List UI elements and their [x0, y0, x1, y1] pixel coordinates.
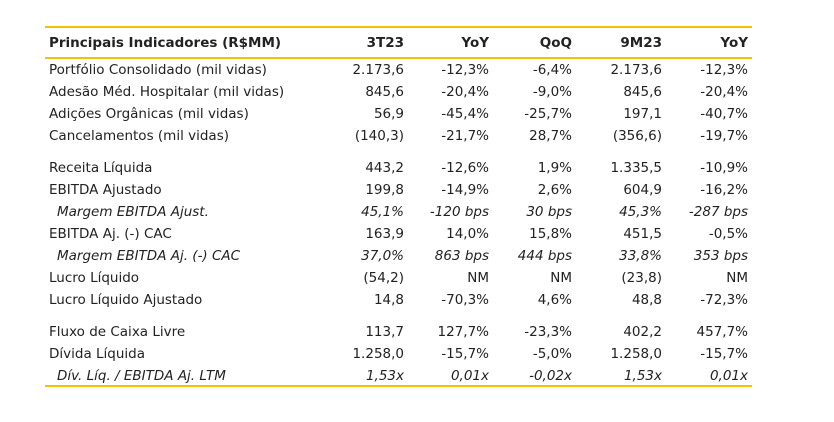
value-cell: 444 bps [517, 248, 572, 264]
value-cell: 197,1 [623, 106, 662, 122]
value-cell: 2.173,6 [610, 62, 662, 78]
row-label: EBITDA Aj. (-) CAC [49, 226, 172, 242]
value-cell: -72,3% [700, 292, 748, 308]
row-label: Portfólio Consolidado (mil vidas) [49, 62, 267, 78]
value-cell: -12,3% [700, 62, 748, 78]
value-cell: -20,4% [700, 84, 748, 100]
value-cell: 845,6 [623, 84, 662, 100]
value-cell: (23,8) [621, 270, 662, 286]
value-cell: 863 bps [434, 248, 489, 264]
value-cell: 1.258,0 [610, 346, 662, 362]
value-cell: -16,2% [700, 182, 748, 198]
value-cell: -0,02x [529, 368, 572, 384]
value-cell: -14,9% [441, 182, 489, 198]
header-cell: 3T23 [366, 35, 404, 51]
value-cell: -23,3% [524, 324, 572, 340]
value-cell: 604,9 [623, 182, 662, 198]
value-cell: -40,7% [700, 106, 748, 122]
value-cell: -19,7% [700, 128, 748, 144]
value-cell: 14,8 [373, 292, 404, 308]
value-cell: 402,2 [623, 324, 662, 340]
value-cell: 48,8 [631, 292, 662, 308]
value-cell: -6,4% [532, 62, 572, 78]
header-cell: YoY [720, 35, 748, 51]
value-cell: 2.173,6 [352, 62, 404, 78]
header-cell: YoY [461, 35, 489, 51]
value-cell: 33,8% [619, 248, 662, 264]
value-cell: 4,6% [537, 292, 572, 308]
value-cell: 0,01x [450, 368, 489, 384]
value-cell: 45,1% [361, 204, 404, 220]
row-label: Margem EBITDA Aj. (-) CAC [57, 248, 241, 264]
value-cell: 1,53x [365, 368, 404, 384]
row-label: EBITDA Ajustado [49, 182, 162, 198]
value-cell: -120 bps [429, 204, 489, 220]
value-cell: -45,4% [441, 106, 489, 122]
value-cell: -12,3% [441, 62, 489, 78]
value-cell: -25,7% [524, 106, 572, 122]
header-rule [45, 57, 752, 59]
value-cell: 2,6% [537, 182, 572, 198]
value-cell: 14,0% [446, 226, 489, 242]
value-cell: -9,0% [532, 84, 572, 100]
value-cell: 113,7 [365, 324, 404, 340]
top-rule [45, 26, 752, 28]
row-label: Dív. Líq. / EBITDA Aj. LTM [57, 368, 226, 384]
value-cell: 0,01x [709, 368, 748, 384]
value-cell: 56,9 [373, 106, 404, 122]
value-cell: -70,3% [441, 292, 489, 308]
value-cell: NM [467, 270, 489, 286]
value-cell: 28,7% [529, 128, 572, 144]
row-label: Adesão Méd. Hospitalar (mil vidas) [49, 84, 285, 100]
value-cell: -10,9% [700, 160, 748, 176]
value-cell: 30 bps [526, 204, 572, 220]
header-cell: Principais Indicadores (R$MM) [49, 35, 282, 51]
value-cell: 1,9% [537, 160, 572, 176]
value-cell: -20,4% [441, 84, 489, 100]
value-cell: 845,6 [365, 84, 404, 100]
row-label: Adições Orgânicas (mil vidas) [49, 106, 249, 122]
value-cell: -15,7% [441, 346, 489, 362]
value-cell: -287 bps [688, 204, 748, 220]
value-cell: (140,3) [354, 128, 404, 144]
row-label: Fluxo de Caixa Livre [49, 324, 186, 340]
value-cell: 1.335,5 [610, 160, 662, 176]
value-cell: 451,5 [623, 226, 662, 242]
value-cell: 353 bps [693, 248, 748, 264]
value-cell: 163,9 [365, 226, 404, 242]
row-label: Dívida Líquida [49, 346, 146, 362]
value-cell: (54,2) [363, 270, 404, 286]
value-cell: NM [550, 270, 572, 286]
value-cell: -21,7% [441, 128, 489, 144]
value-cell: 457,7% [696, 324, 748, 340]
value-cell: 199,8 [365, 182, 404, 198]
header-cell: 9M23 [620, 35, 662, 51]
value-cell: NM [726, 270, 748, 286]
value-cell: 37,0% [361, 248, 404, 264]
header-cell: QoQ [539, 35, 572, 51]
row-label: Lucro Líquido Ajustado [49, 292, 203, 308]
value-cell: 443,2 [365, 160, 404, 176]
value-cell: 127,7% [437, 324, 489, 340]
value-cell: -12,6% [441, 160, 489, 176]
value-cell: -5,0% [532, 346, 572, 362]
value-cell: 1.258,0 [352, 346, 404, 362]
value-cell: (356,6) [612, 128, 662, 144]
value-cell: 15,8% [529, 226, 572, 242]
value-cell: 1,53x [623, 368, 662, 384]
row-label: Margem EBITDA Ajust. [57, 204, 209, 220]
row-label: Receita Líquida [49, 160, 153, 176]
row-label: Lucro Líquido [49, 270, 140, 286]
value-cell: -0,5% [708, 226, 748, 242]
value-cell: 45,3% [619, 204, 662, 220]
value-cell: -15,7% [700, 346, 748, 362]
bottom-rule [45, 385, 752, 387]
row-label: Cancelamentos (mil vidas) [49, 128, 229, 144]
